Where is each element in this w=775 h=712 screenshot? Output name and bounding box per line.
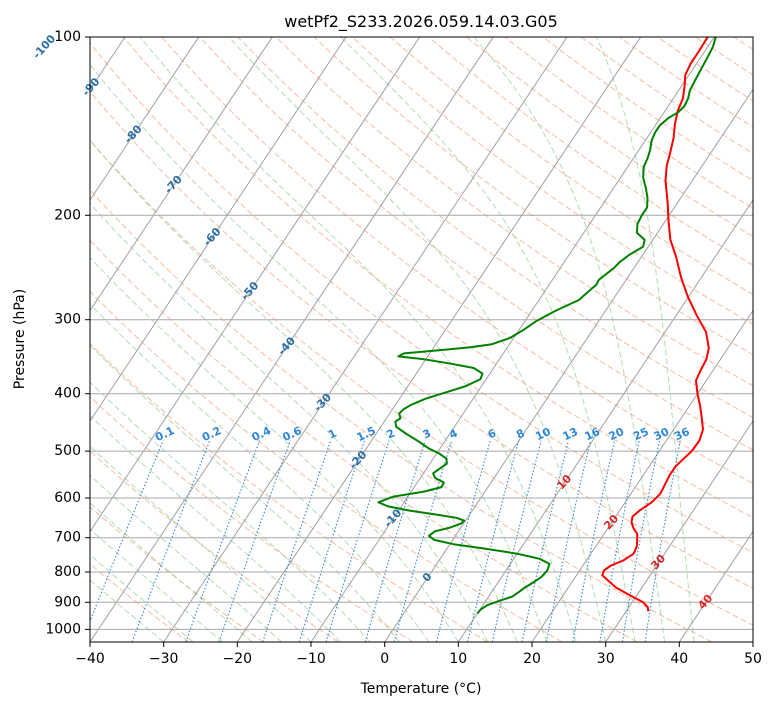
chart-title: wetPf2_S233.2026.059.14.03.G05 <box>284 12 558 32</box>
x-axis-label: Temperature (°C) <box>360 681 482 697</box>
y-tick-label: 300 <box>54 312 81 328</box>
x-tick-label: 10 <box>449 651 467 667</box>
y-tick-label: 500 <box>54 443 81 459</box>
y-tick-label: 700 <box>54 530 81 546</box>
y-tick-label: 200 <box>54 207 81 223</box>
y-tick-label: 800 <box>54 564 81 580</box>
y-tick-label: 1000 <box>45 621 81 637</box>
x-tick-label: −10 <box>296 651 326 667</box>
y-tick-label: 600 <box>54 490 81 506</box>
x-tick-label: −20 <box>223 651 253 667</box>
x-tick-label: 50 <box>744 651 762 667</box>
x-tick-label: 0 <box>380 651 389 667</box>
y-tick-label: 900 <box>54 594 81 610</box>
y-axis-label: Pressure (hPa) <box>12 289 28 389</box>
y-tick-label: 100 <box>54 29 81 45</box>
x-tick-label: −40 <box>75 651 105 667</box>
y-tick-label: 400 <box>54 386 81 402</box>
x-tick-label: −30 <box>149 651 179 667</box>
x-tick-label: 20 <box>523 651 541 667</box>
x-tick-label: 30 <box>597 651 615 667</box>
x-tick-label: 40 <box>670 651 688 667</box>
